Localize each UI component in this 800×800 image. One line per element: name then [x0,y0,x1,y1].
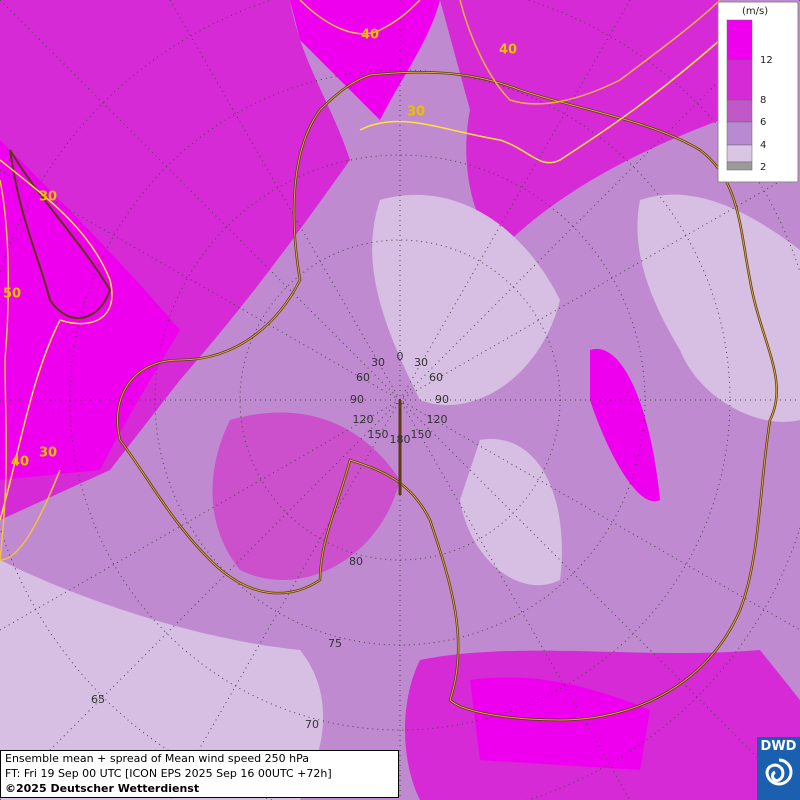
shading [212,412,400,580]
shading [460,439,562,586]
graticule-label: 60 [429,371,443,384]
graticule-label: 90 [435,393,449,406]
legend-label: 6 [760,117,766,128]
graticule-label: 90 [350,393,364,406]
legend-swatch [726,161,753,171]
contour-label: 30 [39,190,57,205]
graticule-label: 180 [390,433,411,446]
graticule-label: 30 [414,356,428,369]
legend-swatch [726,99,753,123]
graticule-label: 30 [371,356,385,369]
graticule-label: 120 [427,413,448,426]
graticule-label: 0 [397,350,404,363]
graticule-label: 70 [305,718,319,731]
contour-label: 40 [11,455,29,470]
shading [470,677,650,770]
graticule-label: 150 [411,428,432,441]
shading [0,140,180,480]
graticule-label: 65 [91,693,105,706]
shading [590,348,660,502]
contour-label: 30 [39,446,57,461]
footer-line: ©2025 Deutscher Wetterdienst [5,782,200,795]
contour-label: 50 [3,287,21,302]
logo[interactable]: DWD [757,737,800,800]
legend-label: 12 [760,55,773,66]
contour-lines [0,0,721,561]
graticule-label: 80 [349,555,363,568]
coastline [117,71,778,721]
footer: Ensemble mean + spread of Mean wind spee… [0,750,399,798]
footer-line: FT: Fri 19 Sep 00 UTC [ICON EPS 2025 Sep… [5,767,332,780]
logo-icon [764,758,792,786]
shading [290,0,440,120]
contour-label: 40 [499,43,517,58]
footer-line: Ensemble mean + spread of Mean wind spee… [5,752,309,765]
contour-label: 30 [407,105,425,120]
legend-label: 2 [760,162,766,173]
legend-swatch [726,144,753,163]
shading [440,0,720,250]
legend-swatch [726,19,753,61]
coastline [9,149,112,320]
legend-swatch [726,121,753,146]
logo-text: DWD [760,739,797,754]
graticule-label: 150 [368,428,389,441]
legend-label: 8 [760,95,766,106]
shading [637,194,800,422]
graticule-label: 120 [353,413,374,426]
contour-labels: 40 40 30 30 50 30 40 [3,28,517,470]
legend-swatch [726,59,753,101]
shading [0,560,324,800]
graticule-label: 60 [356,371,370,384]
legend: 12 8 6 4 2 [726,19,773,173]
contour-label: 40 [361,28,379,43]
legend-unit: (m/s) [742,6,768,17]
legend-label: 4 [760,140,766,151]
graticule-label: 75 [328,637,342,650]
shading [372,194,560,406]
